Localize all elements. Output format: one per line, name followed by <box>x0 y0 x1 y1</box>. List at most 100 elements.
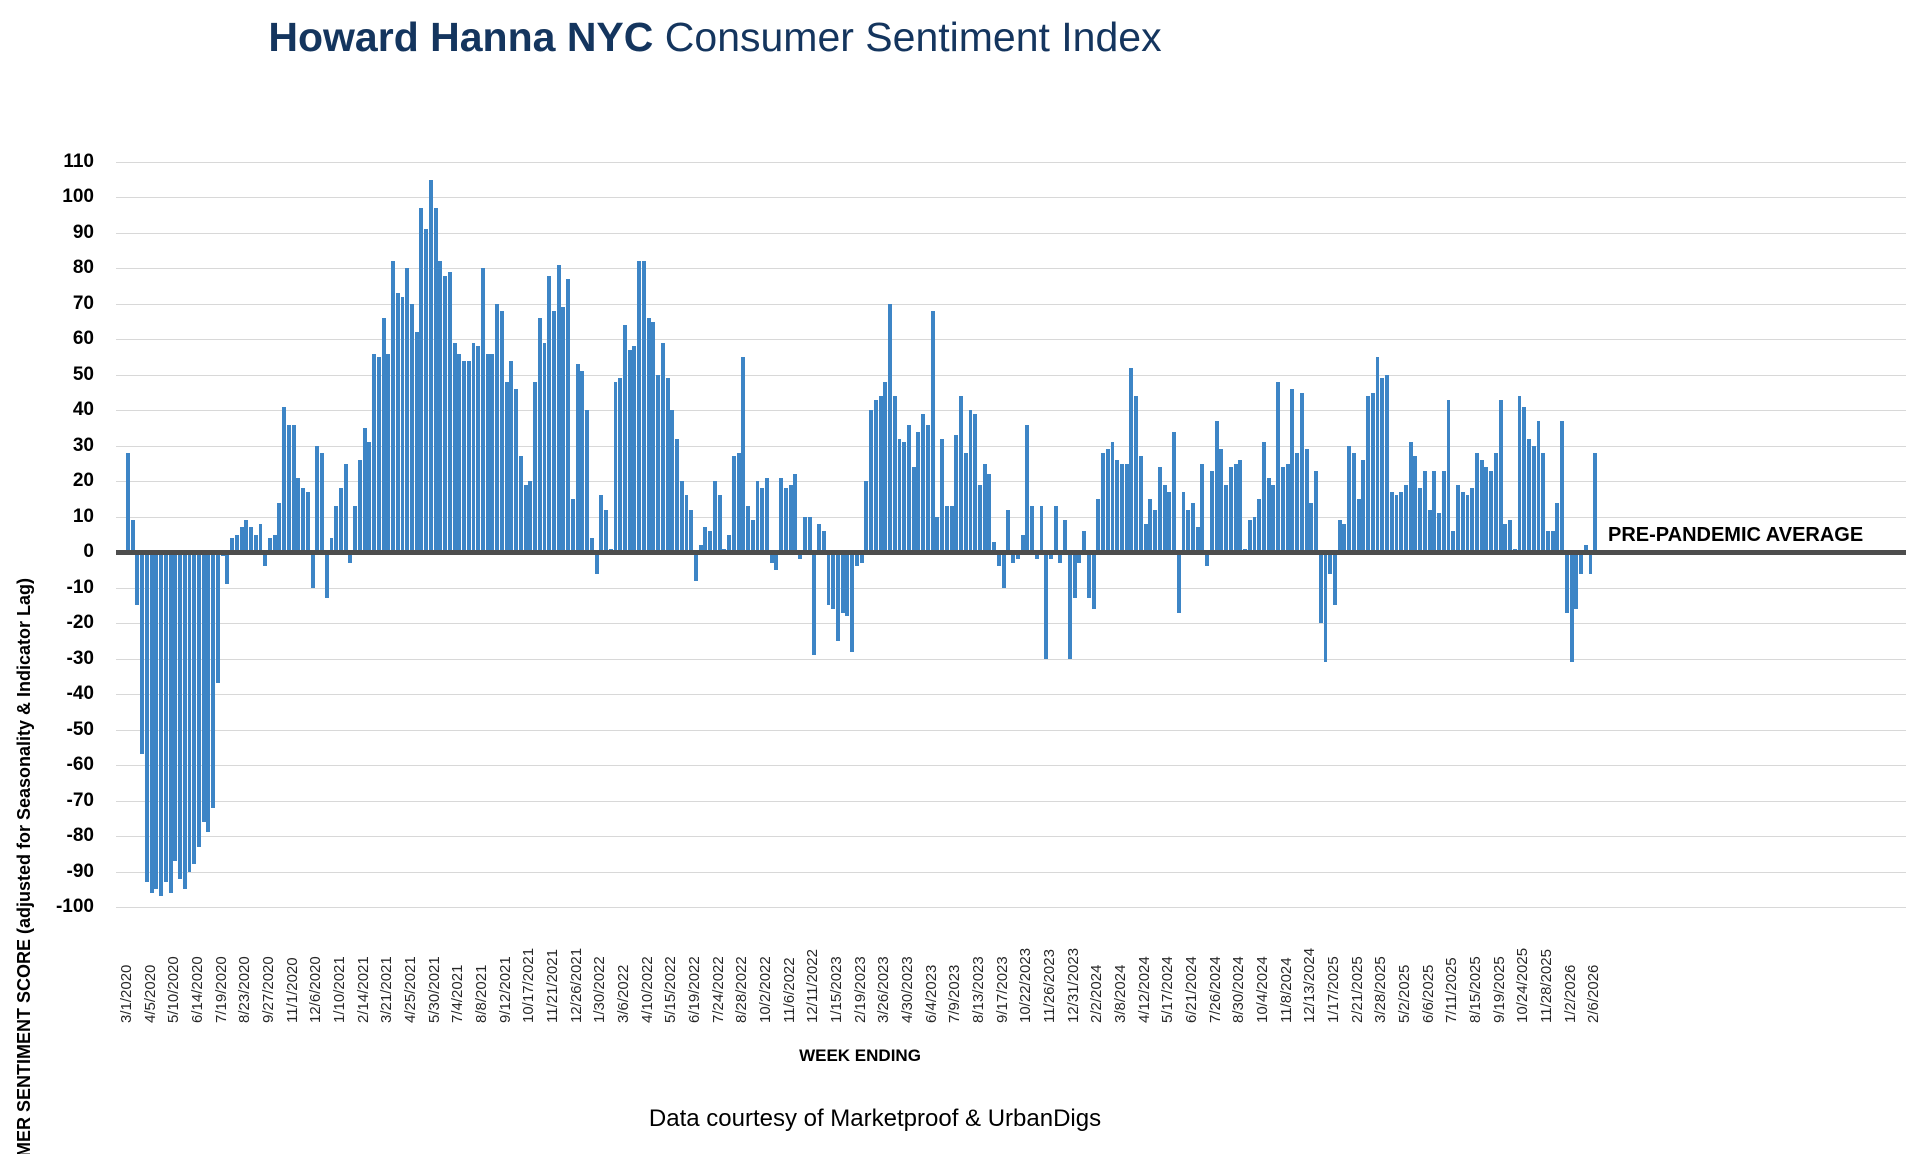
bar <box>1048 552 1053 560</box>
x-tick-label: 11/21/2021 <box>543 949 561 1023</box>
bar <box>1583 545 1588 553</box>
x-tick-label: 8/30/2024 <box>1230 956 1248 1023</box>
bar <box>916 431 921 553</box>
x-tick-label: 2/6/2026 <box>1585 964 1603 1023</box>
bar <box>1517 396 1522 553</box>
bar <box>1058 552 1063 563</box>
x-axis-title: WEEK ENDING <box>799 1046 921 1065</box>
bar <box>381 318 386 553</box>
bar <box>362 428 367 553</box>
bar <box>1162 484 1167 553</box>
bar <box>698 545 703 553</box>
y-tick-label: -90 <box>66 860 94 882</box>
x-tick-label: 10/24/2025 <box>1514 947 1532 1023</box>
bar <box>869 410 874 553</box>
bar <box>144 552 149 883</box>
bar <box>1356 499 1361 553</box>
x-tick-label: 7/11/2025 <box>1443 957 1461 1023</box>
bar <box>1001 552 1006 588</box>
bar <box>253 534 258 553</box>
bar <box>826 552 831 606</box>
x-tick-label: 12/13/2024 <box>1301 947 1319 1023</box>
x-tick-label: 11/6/2022 <box>780 957 798 1023</box>
bar <box>1186 509 1191 553</box>
bar <box>1394 495 1399 553</box>
bar <box>570 499 575 553</box>
bar <box>1285 463 1290 553</box>
bar <box>1101 452 1105 553</box>
x-tick-label: 7/9/2023 <box>946 964 964 1023</box>
bar <box>665 378 670 553</box>
bar <box>391 261 395 553</box>
y-tick-label: 0 <box>83 541 94 563</box>
x-tick-label: 12/11/2022 <box>804 949 822 1023</box>
bar <box>1522 406 1527 553</box>
y-tick-label: -60 <box>66 754 94 776</box>
bar <box>888 303 892 553</box>
bar <box>1167 491 1172 553</box>
gridline <box>116 765 1906 767</box>
bar <box>736 452 741 553</box>
gridline <box>116 694 1906 696</box>
bar <box>845 552 850 617</box>
bar <box>1209 470 1214 553</box>
bar <box>320 452 324 553</box>
bar <box>211 552 216 808</box>
x-tick-label: 4/10/2022 <box>638 956 656 1023</box>
bar <box>774 552 779 570</box>
bar <box>542 342 547 553</box>
bar <box>1441 470 1446 553</box>
bar <box>727 534 732 553</box>
bar <box>1134 396 1139 553</box>
bar <box>1437 513 1442 553</box>
bar <box>717 495 722 553</box>
bar <box>982 463 987 553</box>
bar <box>765 477 769 553</box>
bar <box>883 381 888 553</box>
bar <box>779 477 784 553</box>
x-tick-label: 5/17/2024 <box>1159 956 1177 1023</box>
bar <box>547 275 552 553</box>
bar <box>656 374 661 553</box>
x-tick-label: 3/21/2021 <box>378 956 396 1023</box>
x-tick-label: 1/17/2025 <box>1324 956 1342 1023</box>
plot-area: 110 100 90 80 70 60 50 40 30 20 10 0 -10 -20 -30 -40 -50… <box>56 151 1906 917</box>
x-tick-label: 9/19/2025 <box>1490 956 1508 1023</box>
bar <box>324 552 329 599</box>
bar <box>902 442 907 553</box>
bar <box>892 396 897 553</box>
gridline <box>116 232 1906 234</box>
bar <box>1489 470 1494 553</box>
bar <box>1479 460 1484 553</box>
y-tick-label: 70 <box>72 292 94 314</box>
gridline <box>116 339 1906 341</box>
bar <box>670 410 675 553</box>
bar <box>694 552 698 581</box>
bar <box>428 179 433 553</box>
bar <box>249 527 254 553</box>
bar <box>339 488 343 553</box>
bar <box>613 381 618 553</box>
bar <box>1342 523 1347 553</box>
bar <box>1328 552 1333 574</box>
bar <box>566 279 571 553</box>
x-tick-label: 3/8/2024 <box>1111 964 1129 1023</box>
bar <box>1422 470 1427 553</box>
x-tick-label: 6/14/2020 <box>188 956 206 1023</box>
bar <box>400 296 405 553</box>
pre-pandemic-average-label: PRE-PANDEMIC AVERAGE <box>1608 524 1864 547</box>
bar <box>135 552 140 606</box>
bar <box>1484 467 1489 553</box>
gridline <box>116 268 1906 270</box>
gridline <box>116 516 1906 518</box>
y-tick-label: -70 <box>66 789 94 811</box>
bar <box>1025 424 1030 553</box>
x-tick-label: 11/1/2020 <box>283 957 301 1023</box>
bar <box>1337 520 1342 553</box>
bar <box>1323 552 1328 663</box>
bar <box>443 275 448 553</box>
bar <box>854 552 859 567</box>
bar <box>1039 506 1044 553</box>
bar <box>556 264 561 553</box>
bar <box>836 552 840 641</box>
